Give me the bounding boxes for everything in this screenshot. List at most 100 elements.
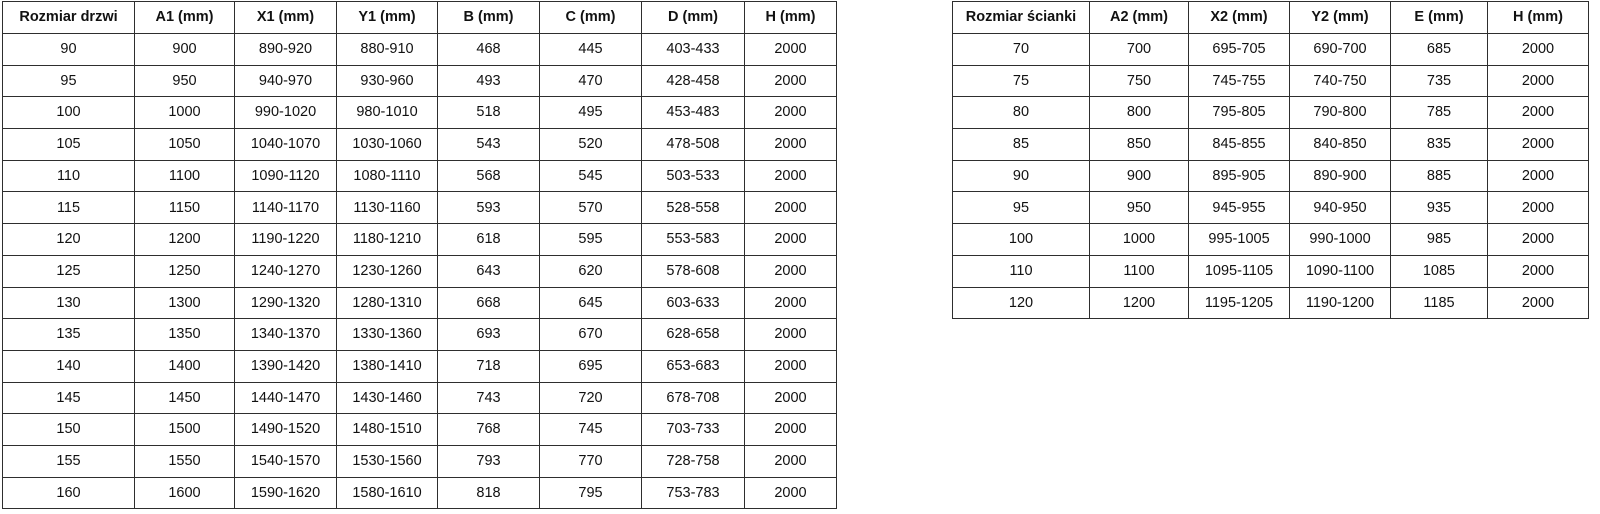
door-sizes-table-header: Rozmiar drzwi A1 (mm) X1 (mm) Y1 (mm) B (mm)… xyxy=(2,1,837,34)
data-cell: 120 xyxy=(952,286,1090,320)
data-cell: 643 xyxy=(437,254,540,288)
wall-sizes-table-body: 70 700 695-705 690-700 685 2000 75 750 745-755 74… xyxy=(952,33,1589,320)
data-cell: 2000 xyxy=(744,223,837,256)
table-row: 85 850 845-855 840-850 835 2000 xyxy=(952,128,1589,161)
header-row: Rozmiar drzwi A1 (mm) X1 (mm) Y1 (mm) B (mm)… xyxy=(2,1,837,34)
data-cell: 1490-1520 xyxy=(234,413,337,446)
data-cell: 935 xyxy=(1390,191,1488,225)
data-cell: 1095-1105 xyxy=(1188,254,1290,288)
data-cell: 990-1000 xyxy=(1289,223,1391,256)
data-cell: 693 xyxy=(437,318,540,351)
data-cell: 700 xyxy=(1089,33,1189,66)
data-cell: 720 xyxy=(539,381,642,415)
data-cell: 2000 xyxy=(744,128,837,161)
data-cell: 785 xyxy=(1390,96,1488,130)
data-cell: 980-1010 xyxy=(336,96,438,130)
table-row: 130 1300 1290-1320 1280-1310 668 645 603-633 20… xyxy=(2,286,837,320)
data-cell: 2000 xyxy=(744,254,837,288)
data-cell: 985 xyxy=(1390,223,1488,256)
data-cell: 1180-1210 xyxy=(336,223,438,256)
header-cell: H (mm) xyxy=(744,1,837,34)
table-row: 110 1100 1090-1120 1080-1110 568 545 503-533 20… xyxy=(2,159,837,193)
data-cell: 1540-1570 xyxy=(234,444,337,478)
data-cell: 1580-1610 xyxy=(336,476,438,510)
data-cell: 2000 xyxy=(744,159,837,193)
data-cell: 628-658 xyxy=(641,318,745,351)
data-cell: 1550 xyxy=(134,444,235,478)
data-cell: 105 xyxy=(2,128,135,161)
data-cell: 735 xyxy=(1390,64,1488,98)
door-sizes-table-body: 90 900 890-920 880-910 468 445 403-433 2000 95 95… xyxy=(2,33,837,510)
table-row: 80 800 795-805 790-800 785 2000 xyxy=(952,96,1589,130)
data-cell: 653-683 xyxy=(641,349,745,383)
data-cell: 1240-1270 xyxy=(234,254,337,288)
data-cell: 2000 xyxy=(744,349,837,383)
data-cell: 95 xyxy=(2,64,135,98)
data-cell: 618 xyxy=(437,223,540,256)
header-cell: Y1 (mm) xyxy=(336,1,438,34)
data-cell: 2000 xyxy=(744,318,837,351)
data-cell: 2000 xyxy=(1487,191,1589,225)
data-cell: 2000 xyxy=(744,96,837,130)
data-cell: 1500 xyxy=(134,413,235,446)
data-cell: 1290-1320 xyxy=(234,286,337,320)
data-cell: 2000 xyxy=(744,33,837,66)
data-cell: 678-708 xyxy=(641,381,745,415)
data-cell: 890-900 xyxy=(1289,159,1391,193)
data-cell: 100 xyxy=(2,96,135,130)
data-cell: 685 xyxy=(1390,33,1488,66)
data-cell: 1230-1260 xyxy=(336,254,438,288)
header-cell: H (mm) xyxy=(1487,1,1589,34)
data-cell: 1380-1410 xyxy=(336,349,438,383)
table-row: 145 1450 1440-1470 1430-1460 743 720 678-708 20… xyxy=(2,381,837,415)
table-row: 95 950 940-970 930-960 493 470 428-458 2000 xyxy=(2,64,837,98)
data-cell: 495 xyxy=(539,96,642,130)
header-cell: Rozmiar drzwi xyxy=(2,1,135,34)
data-cell: 453-483 xyxy=(641,96,745,130)
table-row: 140 1400 1390-1420 1380-1410 718 695 653-683 20… xyxy=(2,349,837,383)
data-cell: 1600 xyxy=(134,476,235,510)
data-cell: 2000 xyxy=(1487,96,1589,130)
data-cell: 2000 xyxy=(744,64,837,98)
data-cell: 1280-1310 xyxy=(336,286,438,320)
data-cell: 940-950 xyxy=(1289,191,1391,225)
data-cell: 125 xyxy=(2,254,135,288)
data-cell: 100 xyxy=(952,223,1090,256)
data-cell: 800 xyxy=(1089,96,1189,130)
data-cell: 518 xyxy=(437,96,540,130)
data-cell: 1000 xyxy=(134,96,235,130)
wall-sizes-table: Rozmiar ścianki A2 (mm) X2 (mm) Y2 (mm) E (m… xyxy=(952,1,1589,320)
header-cell: X1 (mm) xyxy=(234,1,337,34)
data-cell: 795 xyxy=(539,476,642,510)
data-cell: 670 xyxy=(539,318,642,351)
data-cell: 770 xyxy=(539,444,642,478)
header-cell: B (mm) xyxy=(437,1,540,34)
table-row: 150 1500 1490-1520 1480-1510 768 745 703-733 20… xyxy=(2,413,837,446)
data-cell: 1140-1170 xyxy=(234,191,337,225)
header-cell: A2 (mm) xyxy=(1089,1,1189,34)
data-cell: 428-458 xyxy=(641,64,745,98)
data-cell: 478-508 xyxy=(641,128,745,161)
table-row: 120 1200 1190-1220 1180-1210 618 595 553-583 20… xyxy=(2,223,837,256)
data-cell: 950 xyxy=(134,64,235,98)
data-cell: 950 xyxy=(1089,191,1189,225)
data-cell: 150 xyxy=(2,413,135,446)
data-cell: 2000 xyxy=(744,381,837,415)
data-cell: 2000 xyxy=(744,444,837,478)
data-cell: 1040-1070 xyxy=(234,128,337,161)
data-cell: 895-905 xyxy=(1188,159,1290,193)
data-cell: 75 xyxy=(952,64,1090,98)
table-row: 160 1600 1590-1620 1580-1610 818 795 753-783 20… xyxy=(2,476,837,510)
data-cell: 1195-1205 xyxy=(1188,286,1290,320)
data-cell: 740-750 xyxy=(1289,64,1391,98)
data-cell: 2000 xyxy=(1487,159,1589,193)
data-cell: 110 xyxy=(952,254,1090,288)
table-row: 110 1100 1095-1105 1090-1100 1085 2000 xyxy=(952,254,1589,288)
data-cell: 900 xyxy=(134,33,235,66)
data-cell: 1190-1220 xyxy=(234,223,337,256)
data-cell: 543 xyxy=(437,128,540,161)
data-cell: 745-755 xyxy=(1188,64,1290,98)
data-cell: 695 xyxy=(539,349,642,383)
data-cell: 595 xyxy=(539,223,642,256)
data-cell: 728-758 xyxy=(641,444,745,478)
